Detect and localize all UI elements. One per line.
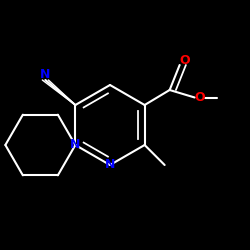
Text: O: O <box>194 91 205 104</box>
Text: N: N <box>40 68 50 82</box>
Text: O: O <box>179 54 190 66</box>
Text: N: N <box>70 138 80 151</box>
Text: N: N <box>105 158 115 172</box>
